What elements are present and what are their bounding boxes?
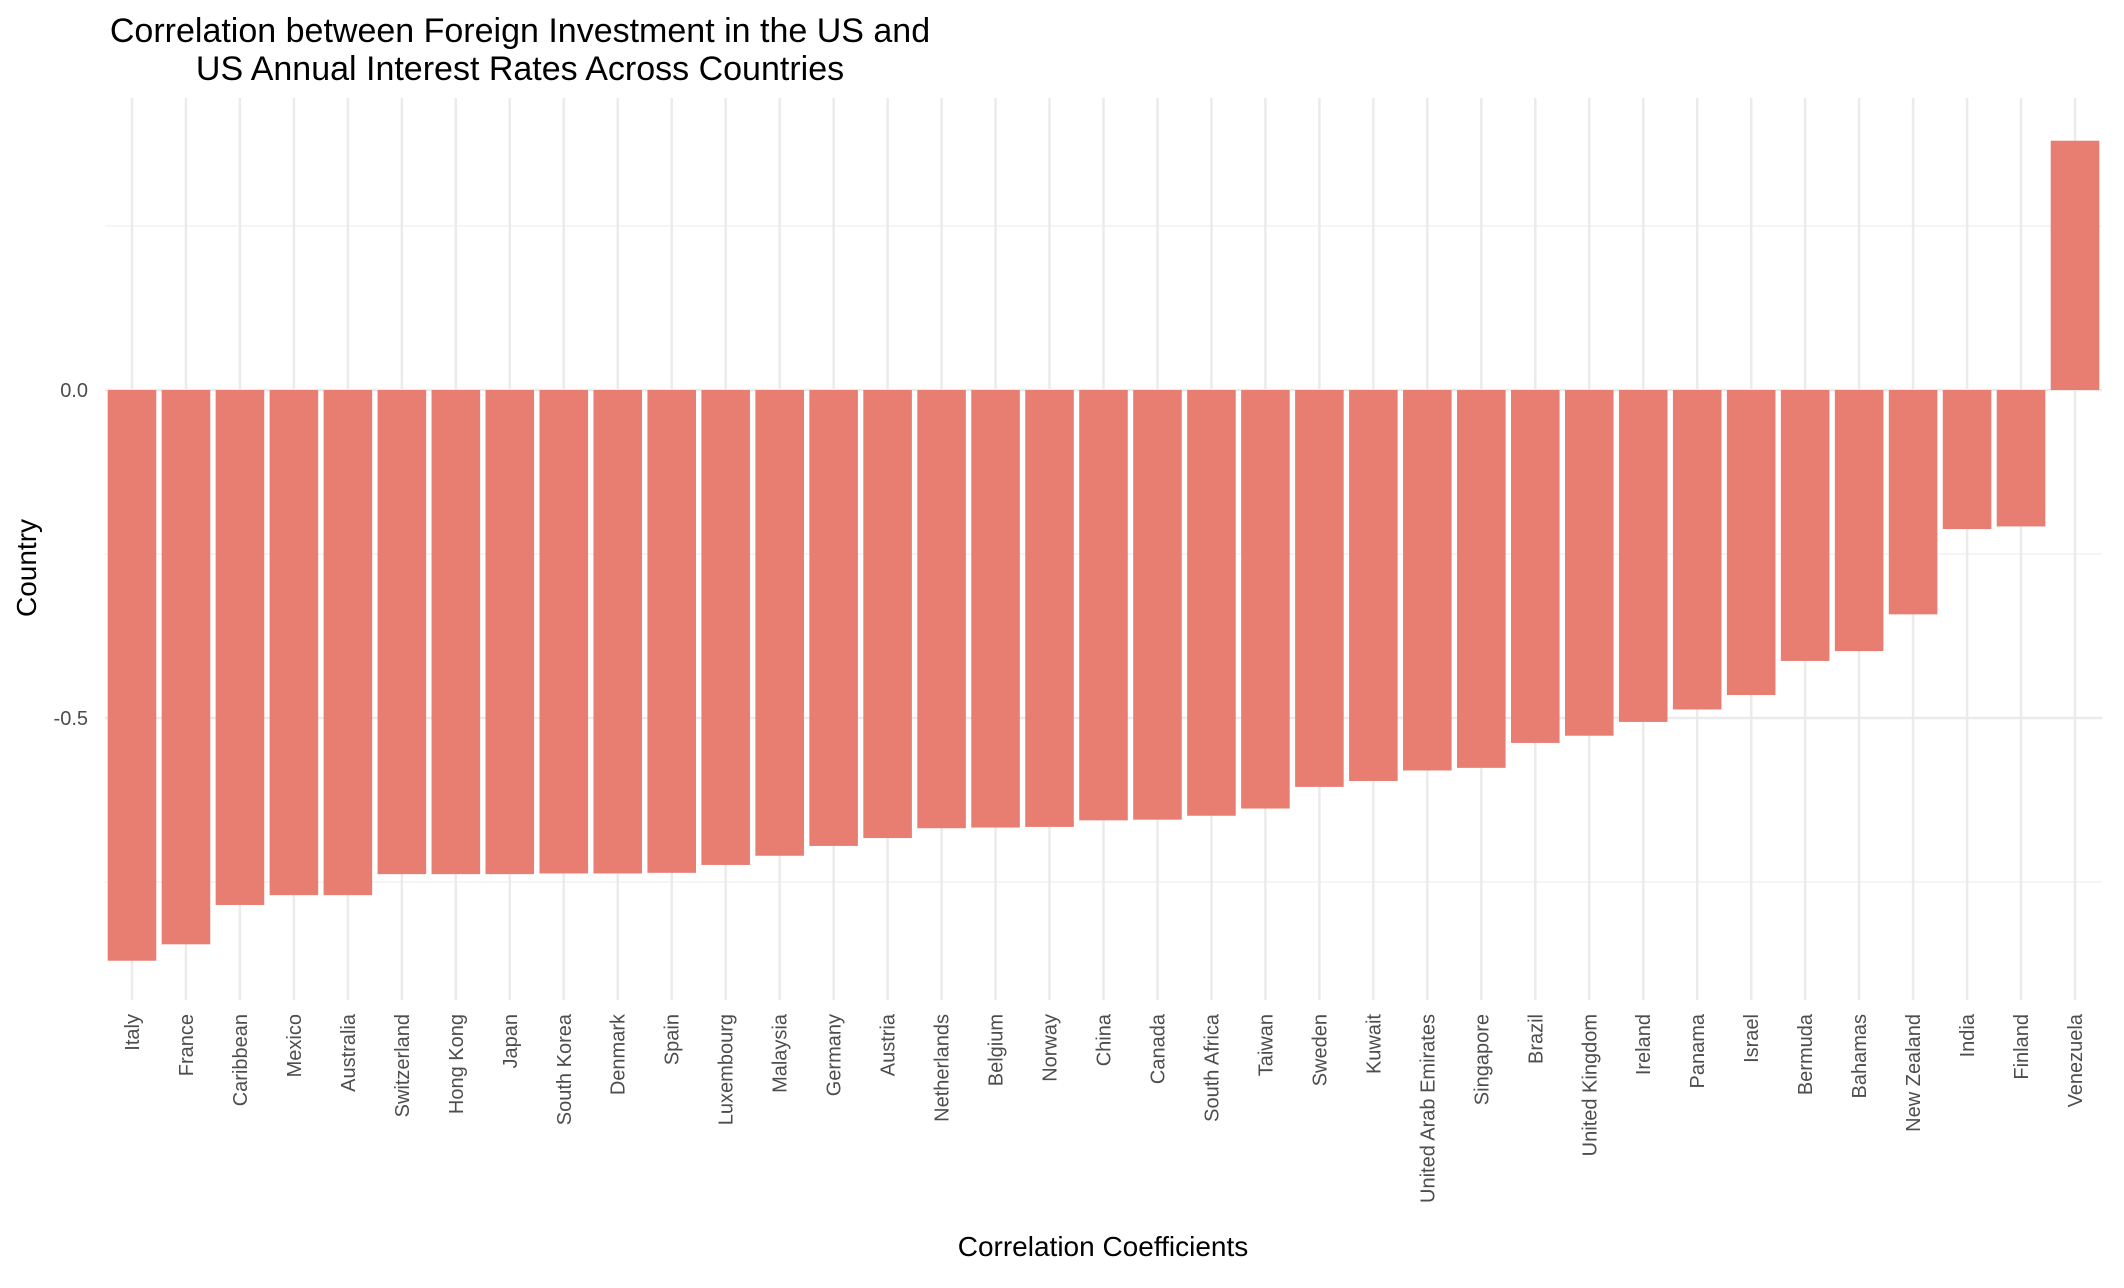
bar xyxy=(431,390,481,875)
x-tick-label: Taiwan xyxy=(1255,1014,1277,1076)
x-tick-label: Denmark xyxy=(608,1013,630,1095)
bar xyxy=(215,390,265,905)
x-tick-label: Ireland xyxy=(1633,1014,1655,1075)
bar xyxy=(323,390,373,896)
bar xyxy=(1618,390,1668,722)
x-tick-label: Panama xyxy=(1687,1013,1709,1088)
bar xyxy=(593,390,643,874)
x-tick-label: Spain xyxy=(662,1014,684,1065)
bar xyxy=(1187,390,1236,816)
bar xyxy=(1564,390,1614,736)
bar xyxy=(377,390,427,875)
bar xyxy=(1133,390,1182,820)
bar xyxy=(485,390,535,875)
x-tick-label: Austria xyxy=(878,1013,900,1076)
x-tick-label: Bermuda xyxy=(1795,1013,1817,1095)
bar xyxy=(1834,390,1884,652)
bar xyxy=(863,390,912,839)
bar xyxy=(1780,390,1830,661)
x-tick-label: New Zealand xyxy=(1903,1014,1925,1132)
bar xyxy=(1510,390,1560,743)
x-tick-label: Malaysia xyxy=(770,1013,792,1093)
bars xyxy=(107,140,2100,961)
bar xyxy=(1942,390,1992,530)
x-tick-label: Germany xyxy=(824,1014,846,1096)
bar xyxy=(2050,140,2100,390)
x-tick-label: Luxembourg xyxy=(716,1014,738,1125)
x-tick-label: South Africa xyxy=(1201,1013,1223,1122)
x-tick-label: South Korea xyxy=(554,1013,576,1125)
chart-title-line-2: US Annual Interest Rates Across Countrie… xyxy=(196,50,844,88)
y-tick-label: 0.0 xyxy=(60,380,88,402)
bar xyxy=(1295,390,1344,787)
x-tick-label: Canada xyxy=(1147,1013,1169,1084)
bar xyxy=(1349,390,1398,781)
bar xyxy=(647,390,697,873)
chart-title-line-1: Correlation between Foreign Investment i… xyxy=(110,12,930,50)
x-tick-label: Hong Kong xyxy=(446,1014,468,1114)
x-tick-label: Australia xyxy=(338,1013,360,1092)
x-tick-label: Venezuela xyxy=(2065,1013,2087,1107)
y-axis-ticks: 0.0 -0.5 xyxy=(54,380,88,730)
y-tick-label: -0.5 xyxy=(54,708,88,730)
x-tick-label: United Arab Emirates xyxy=(1417,1014,1439,1203)
x-tick-label: France xyxy=(176,1014,198,1076)
bar xyxy=(917,390,966,829)
x-tick-label: Caribbean xyxy=(230,1014,252,1106)
x-tick-label: Italy xyxy=(122,1014,144,1051)
bar xyxy=(701,390,750,865)
x-tick-label: United Kingdom xyxy=(1579,1014,1601,1156)
bar xyxy=(1996,390,2046,527)
bar xyxy=(1457,390,1506,768)
x-tick-label: Mexico xyxy=(284,1014,306,1077)
bar xyxy=(1241,390,1290,809)
x-axis-category-labels: Italy France Caribbean Mexico Australia Switz… xyxy=(122,1013,2087,1203)
bar xyxy=(1726,390,1776,696)
bar xyxy=(1403,390,1452,771)
x-tick-label: Bahamas xyxy=(1849,1014,1871,1099)
x-tick-label: Singapore xyxy=(1471,1014,1493,1105)
x-tick-label: Belgium xyxy=(986,1014,1008,1086)
bar xyxy=(107,390,157,961)
x-tick-label: India xyxy=(1957,1013,1979,1057)
bar xyxy=(1672,390,1722,710)
x-tick-label: Netherlands xyxy=(932,1014,954,1122)
bar xyxy=(161,390,211,945)
bar xyxy=(1079,390,1128,821)
bar xyxy=(539,390,589,874)
x-tick-label: Japan xyxy=(500,1014,522,1069)
bar xyxy=(1025,390,1074,827)
x-tick-label: Finland xyxy=(2011,1014,2033,1080)
x-tick-label: Switzerland xyxy=(392,1014,414,1117)
x-tick-label: Norway xyxy=(1040,1014,1062,1082)
bar xyxy=(755,390,804,856)
bar xyxy=(809,390,858,846)
x-axis-title: Correlation Coefficients xyxy=(958,1231,1249,1262)
x-tick-label: Kuwait xyxy=(1363,1014,1385,1074)
x-tick-label: Brazil xyxy=(1525,1014,1547,1064)
x-tick-label: Sweden xyxy=(1309,1014,1331,1086)
y-axis-title: Country xyxy=(11,519,42,617)
bar xyxy=(269,390,319,896)
x-tick-label: Israel xyxy=(1741,1014,1763,1063)
x-tick-label: China xyxy=(1094,1013,1116,1066)
bar xyxy=(1888,390,1938,615)
bar xyxy=(971,390,1020,828)
